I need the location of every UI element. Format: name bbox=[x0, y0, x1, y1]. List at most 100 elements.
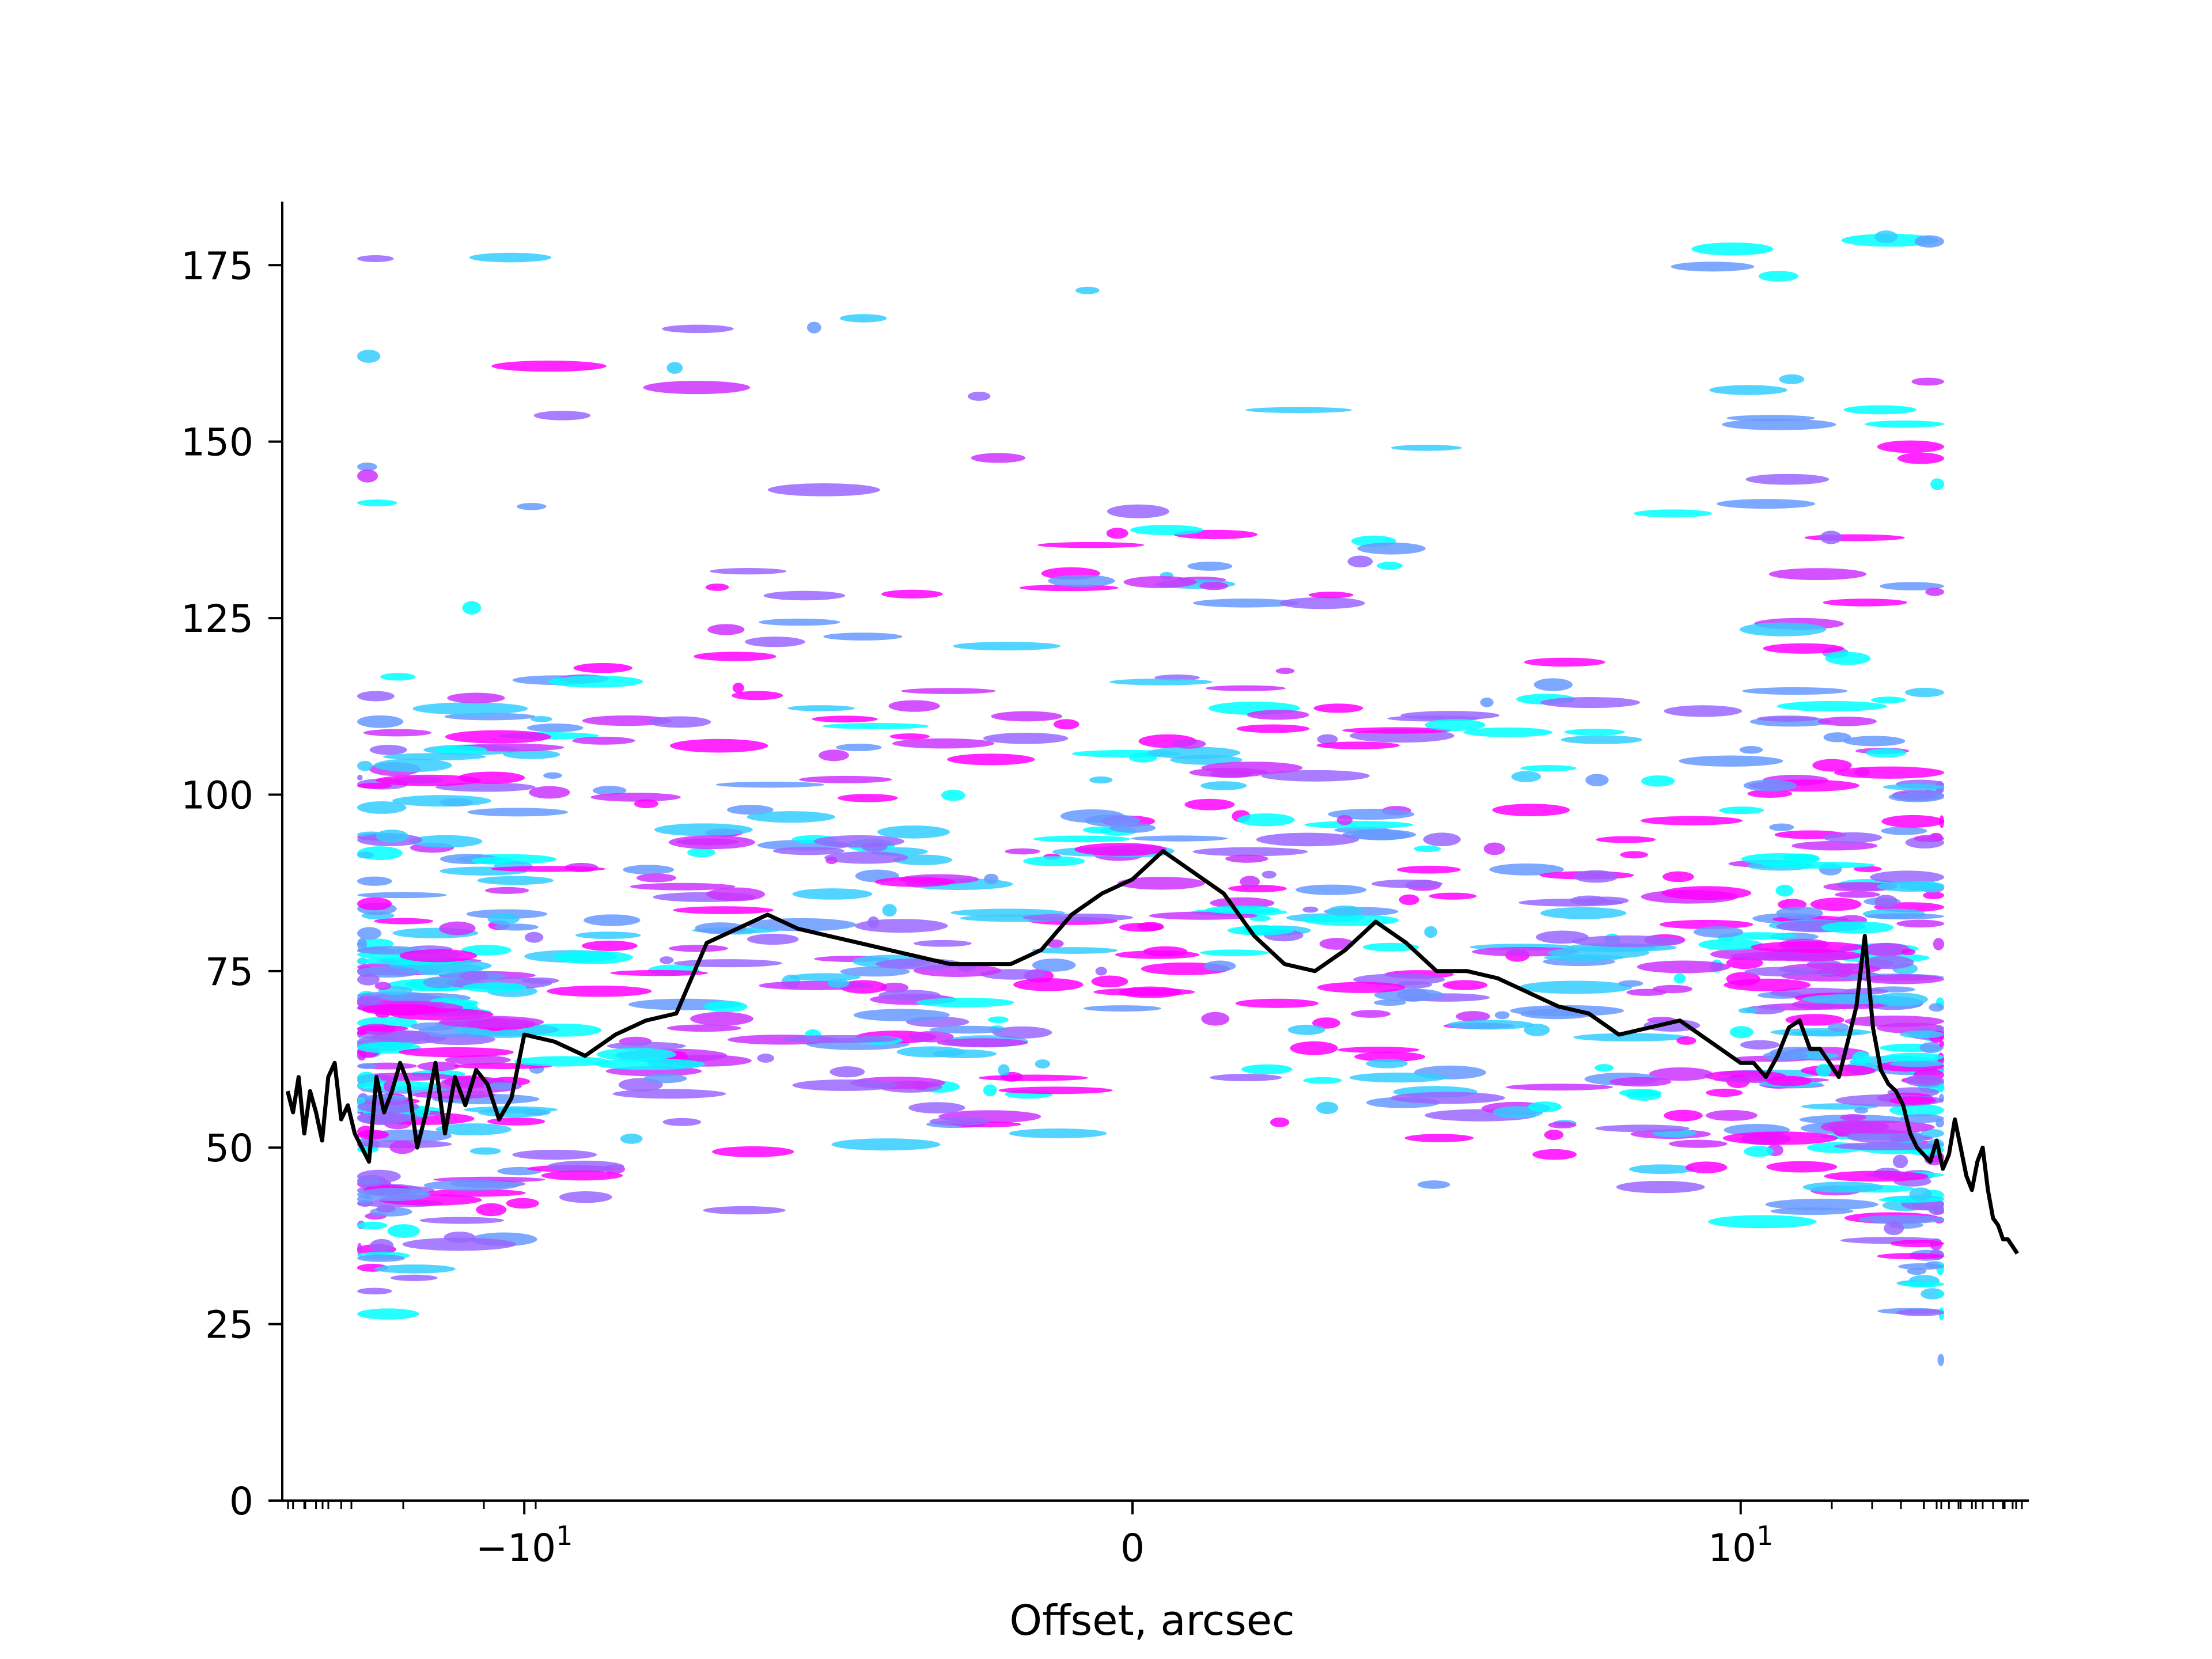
spectral-band-segment bbox=[1227, 925, 1294, 935]
spectral-band-segment bbox=[1560, 735, 1642, 744]
spectral-band-segment bbox=[593, 786, 627, 796]
spectral-band-segment bbox=[746, 918, 857, 931]
spectral-band-segment bbox=[524, 931, 544, 943]
spectral-band-segment bbox=[1900, 1030, 1944, 1039]
spectral-band-segment bbox=[1810, 897, 1862, 911]
spectral-band-segment bbox=[916, 997, 1014, 1007]
spectral-band-segment bbox=[1742, 687, 1848, 695]
spectral-band-segment bbox=[861, 842, 888, 852]
spectral-band-segment bbox=[1396, 865, 1461, 874]
spectral-band-segment bbox=[1821, 921, 1894, 934]
spectral-band-segment bbox=[1823, 832, 1883, 843]
spectral-band-segment bbox=[1664, 705, 1743, 717]
spectral-band-segment bbox=[412, 702, 528, 715]
spectral-band-segment bbox=[1225, 854, 1268, 863]
y-tick-label: 25 bbox=[205, 1303, 253, 1347]
spectral-band-segment bbox=[687, 847, 715, 858]
spectral-band-segment bbox=[1400, 711, 1500, 720]
spectral-band-segment bbox=[1914, 835, 1944, 842]
spectral-band-segment bbox=[1852, 1051, 1871, 1065]
spectral-band-segment bbox=[1423, 832, 1461, 847]
x-ticks: −101 0 101 bbox=[287, 1501, 2023, 1570]
spectral-band-segment bbox=[357, 995, 382, 1005]
spectral-band-segment bbox=[1347, 555, 1373, 567]
spectral-band-segment bbox=[1862, 974, 1944, 984]
spectral-band-segment bbox=[1093, 988, 1195, 996]
spectral-band-segment bbox=[1424, 926, 1438, 938]
y-tick-label: 100 bbox=[181, 773, 253, 817]
spectral-band-segment bbox=[469, 252, 552, 263]
spectral-band-segment bbox=[1362, 942, 1419, 952]
spectral-band-segment bbox=[559, 1191, 612, 1203]
spectral-band-segment bbox=[1726, 972, 1760, 986]
spectral-band-segment bbox=[1287, 1024, 1325, 1035]
spectral-band-segment bbox=[643, 1074, 687, 1084]
spectral-band-segment bbox=[836, 744, 882, 751]
spectral-band-segment bbox=[439, 1016, 544, 1028]
spectral-band-segment bbox=[357, 974, 380, 986]
spectral-band-segment bbox=[888, 700, 940, 712]
spectral-band-segment bbox=[1823, 599, 1907, 607]
spectral-band-segment bbox=[1518, 980, 1633, 994]
spectral-band-segment bbox=[1235, 998, 1319, 1008]
spectral-band-segment bbox=[1706, 1088, 1743, 1097]
spectral-band-segment bbox=[988, 1016, 1009, 1024]
spectral-band-segment bbox=[991, 711, 1063, 722]
spectral-band-segment bbox=[874, 877, 955, 887]
spectral-band-segment bbox=[1825, 652, 1871, 665]
spectral-band-segment bbox=[1843, 405, 1917, 415]
spectral-band-segment bbox=[357, 1029, 368, 1036]
spectral-band-segment bbox=[757, 1054, 774, 1063]
spectral-band-segment bbox=[1802, 994, 1906, 1005]
spectral-band-segment bbox=[1009, 1128, 1107, 1139]
spectral-band-segment bbox=[1765, 1198, 1878, 1210]
spectral-band-segment bbox=[1634, 509, 1712, 518]
spectral-band-segment bbox=[1698, 938, 1764, 950]
spectral-band-segment bbox=[1095, 967, 1107, 976]
spectral-band-segment bbox=[597, 1048, 676, 1061]
spectral-band-segment bbox=[357, 1254, 406, 1262]
spectral-band-segment bbox=[1187, 561, 1233, 571]
spectral-band-segment bbox=[483, 1082, 520, 1090]
spectral-band-segment bbox=[1914, 235, 1944, 248]
spectral-band-segment bbox=[1005, 848, 1040, 855]
spectral-band-segment bbox=[908, 1031, 954, 1043]
spectral-band-segment bbox=[1075, 286, 1100, 294]
spectral-band-segment bbox=[374, 918, 434, 925]
spectral-band-segment bbox=[1722, 1131, 1838, 1145]
spectral-band-segment bbox=[374, 982, 391, 990]
spectral-band-segment bbox=[1866, 748, 1907, 758]
spectral-band-segment bbox=[747, 933, 799, 945]
spectral-band-segment bbox=[1777, 700, 1887, 712]
spectral-band-segment bbox=[1888, 791, 1945, 802]
profile-line bbox=[285, 849, 2019, 1255]
spectral-band-segment bbox=[1442, 980, 1488, 990]
spectral-band-segment bbox=[824, 851, 908, 864]
spectral-band-segment bbox=[1881, 815, 1944, 828]
spectral-band-segment bbox=[1366, 1059, 1408, 1069]
spectral-band-segment bbox=[941, 789, 965, 801]
spectral-band-segment bbox=[517, 502, 547, 510]
spectral-band-segment bbox=[476, 1203, 507, 1217]
spectral-band-segment bbox=[1649, 1067, 1713, 1081]
spectral-band-segment bbox=[881, 589, 943, 599]
spectral-band-segment bbox=[812, 715, 878, 723]
spectral-band-segment bbox=[1240, 876, 1260, 888]
spectral-band-segment bbox=[1480, 697, 1494, 707]
spectral-band-segment bbox=[408, 835, 483, 848]
spectral-band-segment bbox=[514, 1056, 610, 1067]
spectral-band-segment bbox=[947, 753, 1035, 766]
spectral-band-segment bbox=[357, 350, 381, 363]
spectral-band-segment bbox=[1883, 783, 1945, 790]
spectral-band-segment bbox=[668, 945, 728, 952]
spectral-band-segment bbox=[1880, 582, 1945, 590]
spectral-band-segment bbox=[706, 887, 766, 902]
spectral-band-segment bbox=[1863, 955, 1914, 969]
spectral-band-segment bbox=[744, 637, 805, 647]
spectral-band-segment bbox=[1115, 950, 1200, 959]
spectral-band-segment bbox=[445, 1055, 511, 1065]
spectral-band-segment bbox=[376, 1205, 396, 1213]
spectral-band-segment bbox=[357, 801, 407, 814]
spectral-band-segment bbox=[882, 904, 897, 917]
spectral-band-segment bbox=[1130, 525, 1203, 535]
